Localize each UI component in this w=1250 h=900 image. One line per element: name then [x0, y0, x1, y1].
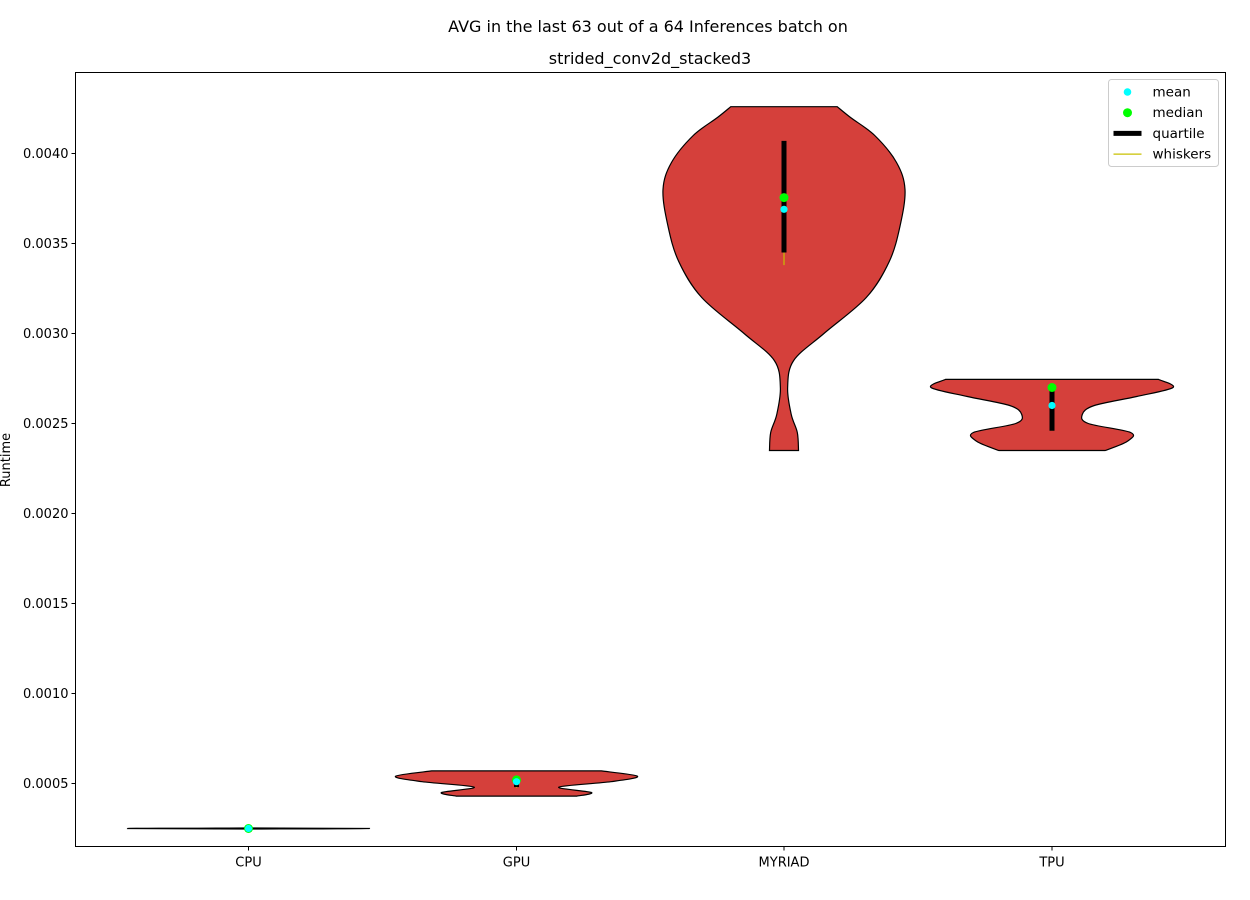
y-tick-label: 0.0020	[23, 507, 69, 522]
x-tick-label-tpu: TPU	[1038, 856, 1064, 871]
x-axis: CPU GPU MYRIAD TPU	[235, 846, 1065, 871]
y-tick-label: 0.0030	[23, 327, 69, 342]
mean-tpu	[1048, 401, 1056, 410]
violins-layer	[126, 106, 1175, 830]
legend-quartile-label: quartile	[1153, 126, 1205, 142]
legend-mean-label: mean	[1153, 85, 1191, 101]
y-tick-label: 0.0040	[23, 147, 69, 162]
violin-myriad	[662, 106, 906, 452]
x-tick-label-gpu: GPU	[503, 856, 530, 871]
legend-mean-marker	[1123, 88, 1132, 96]
median-tpu	[1047, 383, 1057, 392]
median-myriad	[779, 193, 789, 203]
legend: mean median quartile whiskers	[1108, 79, 1219, 167]
y-tick-label: 0.0010	[23, 687, 69, 702]
y-tick-label: 0.0035	[23, 237, 69, 252]
legend-box	[1108, 79, 1219, 167]
y-tick-label: 0.0025	[23, 417, 69, 432]
mean-cpu	[244, 824, 253, 833]
y-axis: 0.0005 0.0010 0.0015 0.0020 0.0025 0.0030 0.00…	[23, 147, 76, 792]
chart-title-line-2: strided_conv2d_stacked3	[549, 49, 751, 69]
x-tick-label-myriad: MYRIAD	[759, 856, 810, 871]
legend-whiskers-label: whiskers	[1153, 147, 1212, 163]
y-tick-label: 0.0015	[23, 597, 69, 612]
plot-frame	[75, 72, 1226, 847]
legend-median-marker	[1123, 108, 1132, 118]
stats-layer	[244, 140, 1057, 833]
y-axis-label: Runtime	[0, 433, 14, 487]
x-tick-label-cpu: CPU	[235, 856, 261, 871]
y-tick-label: 0.0005	[23, 777, 69, 792]
chart-title-line-1: AVG in the last 63 out of a 64 Inference…	[448, 17, 848, 36]
mean-myriad	[780, 205, 788, 213]
mean-gpu	[512, 778, 521, 786]
legend-median-label: median	[1153, 105, 1204, 121]
